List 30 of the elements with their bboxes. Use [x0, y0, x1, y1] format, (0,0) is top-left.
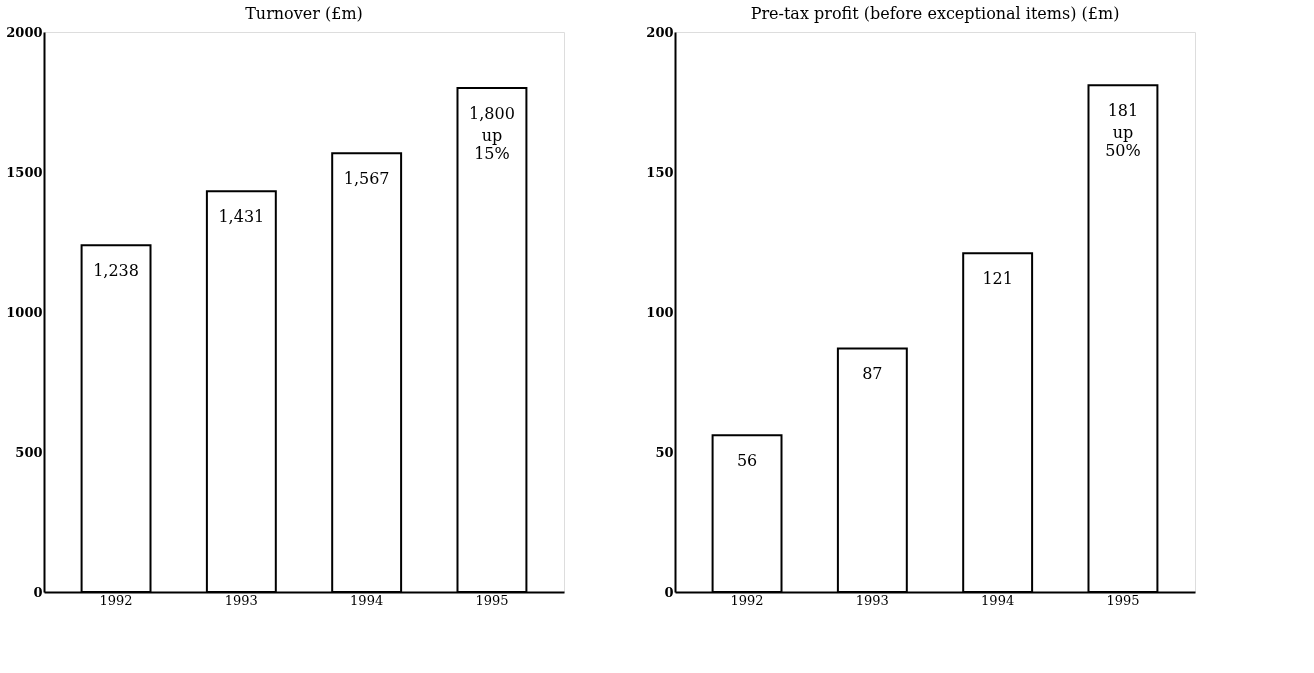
- data-label: 87: [862, 364, 883, 384]
- chart-title: Pre-tax profit (before exceptional items) (£m): [750, 4, 1120, 23]
- x-tick-label: 1995: [475, 592, 509, 608]
- x-tick-label: 1995: [1106, 592, 1140, 608]
- data-label: 56: [736, 451, 758, 471]
- data-label: 121: [982, 269, 1013, 289]
- y-tick-label: 1000: [6, 304, 43, 320]
- y-tick-label: 500: [15, 444, 43, 460]
- y-tick-label: 2000: [6, 24, 43, 40]
- y-tick-label: 100: [646, 304, 674, 320]
- y-tick-label: 150: [646, 164, 674, 180]
- y-tick-label: 50: [655, 444, 674, 460]
- data-label: 1,238: [93, 261, 139, 281]
- data-label: 1,800: [469, 104, 515, 123]
- annotation: up 15%: [474, 126, 510, 163]
- y-tick-label: 0: [664, 584, 674, 600]
- y-tick-label: 1500: [6, 164, 43, 180]
- x-tick-label: 1993: [224, 592, 258, 608]
- x-tick-label: 1992: [730, 592, 764, 608]
- data-label: 1,431: [218, 207, 265, 227]
- y-tick-label: 0: [33, 584, 43, 600]
- x-tick-label: 1994: [350, 592, 384, 608]
- data-label: 181: [1107, 101, 1139, 121]
- annotation: up 50%: [1105, 123, 1141, 161]
- x-tick-label: 1994: [981, 592, 1015, 608]
- chart-title: Turnover (£m): [245, 4, 363, 23]
- x-tick-label: 1992: [99, 592, 133, 608]
- x-tick-label: 1993: [855, 592, 889, 608]
- y-tick-label: 200: [646, 24, 674, 40]
- data-label: 1,567: [343, 169, 390, 189]
